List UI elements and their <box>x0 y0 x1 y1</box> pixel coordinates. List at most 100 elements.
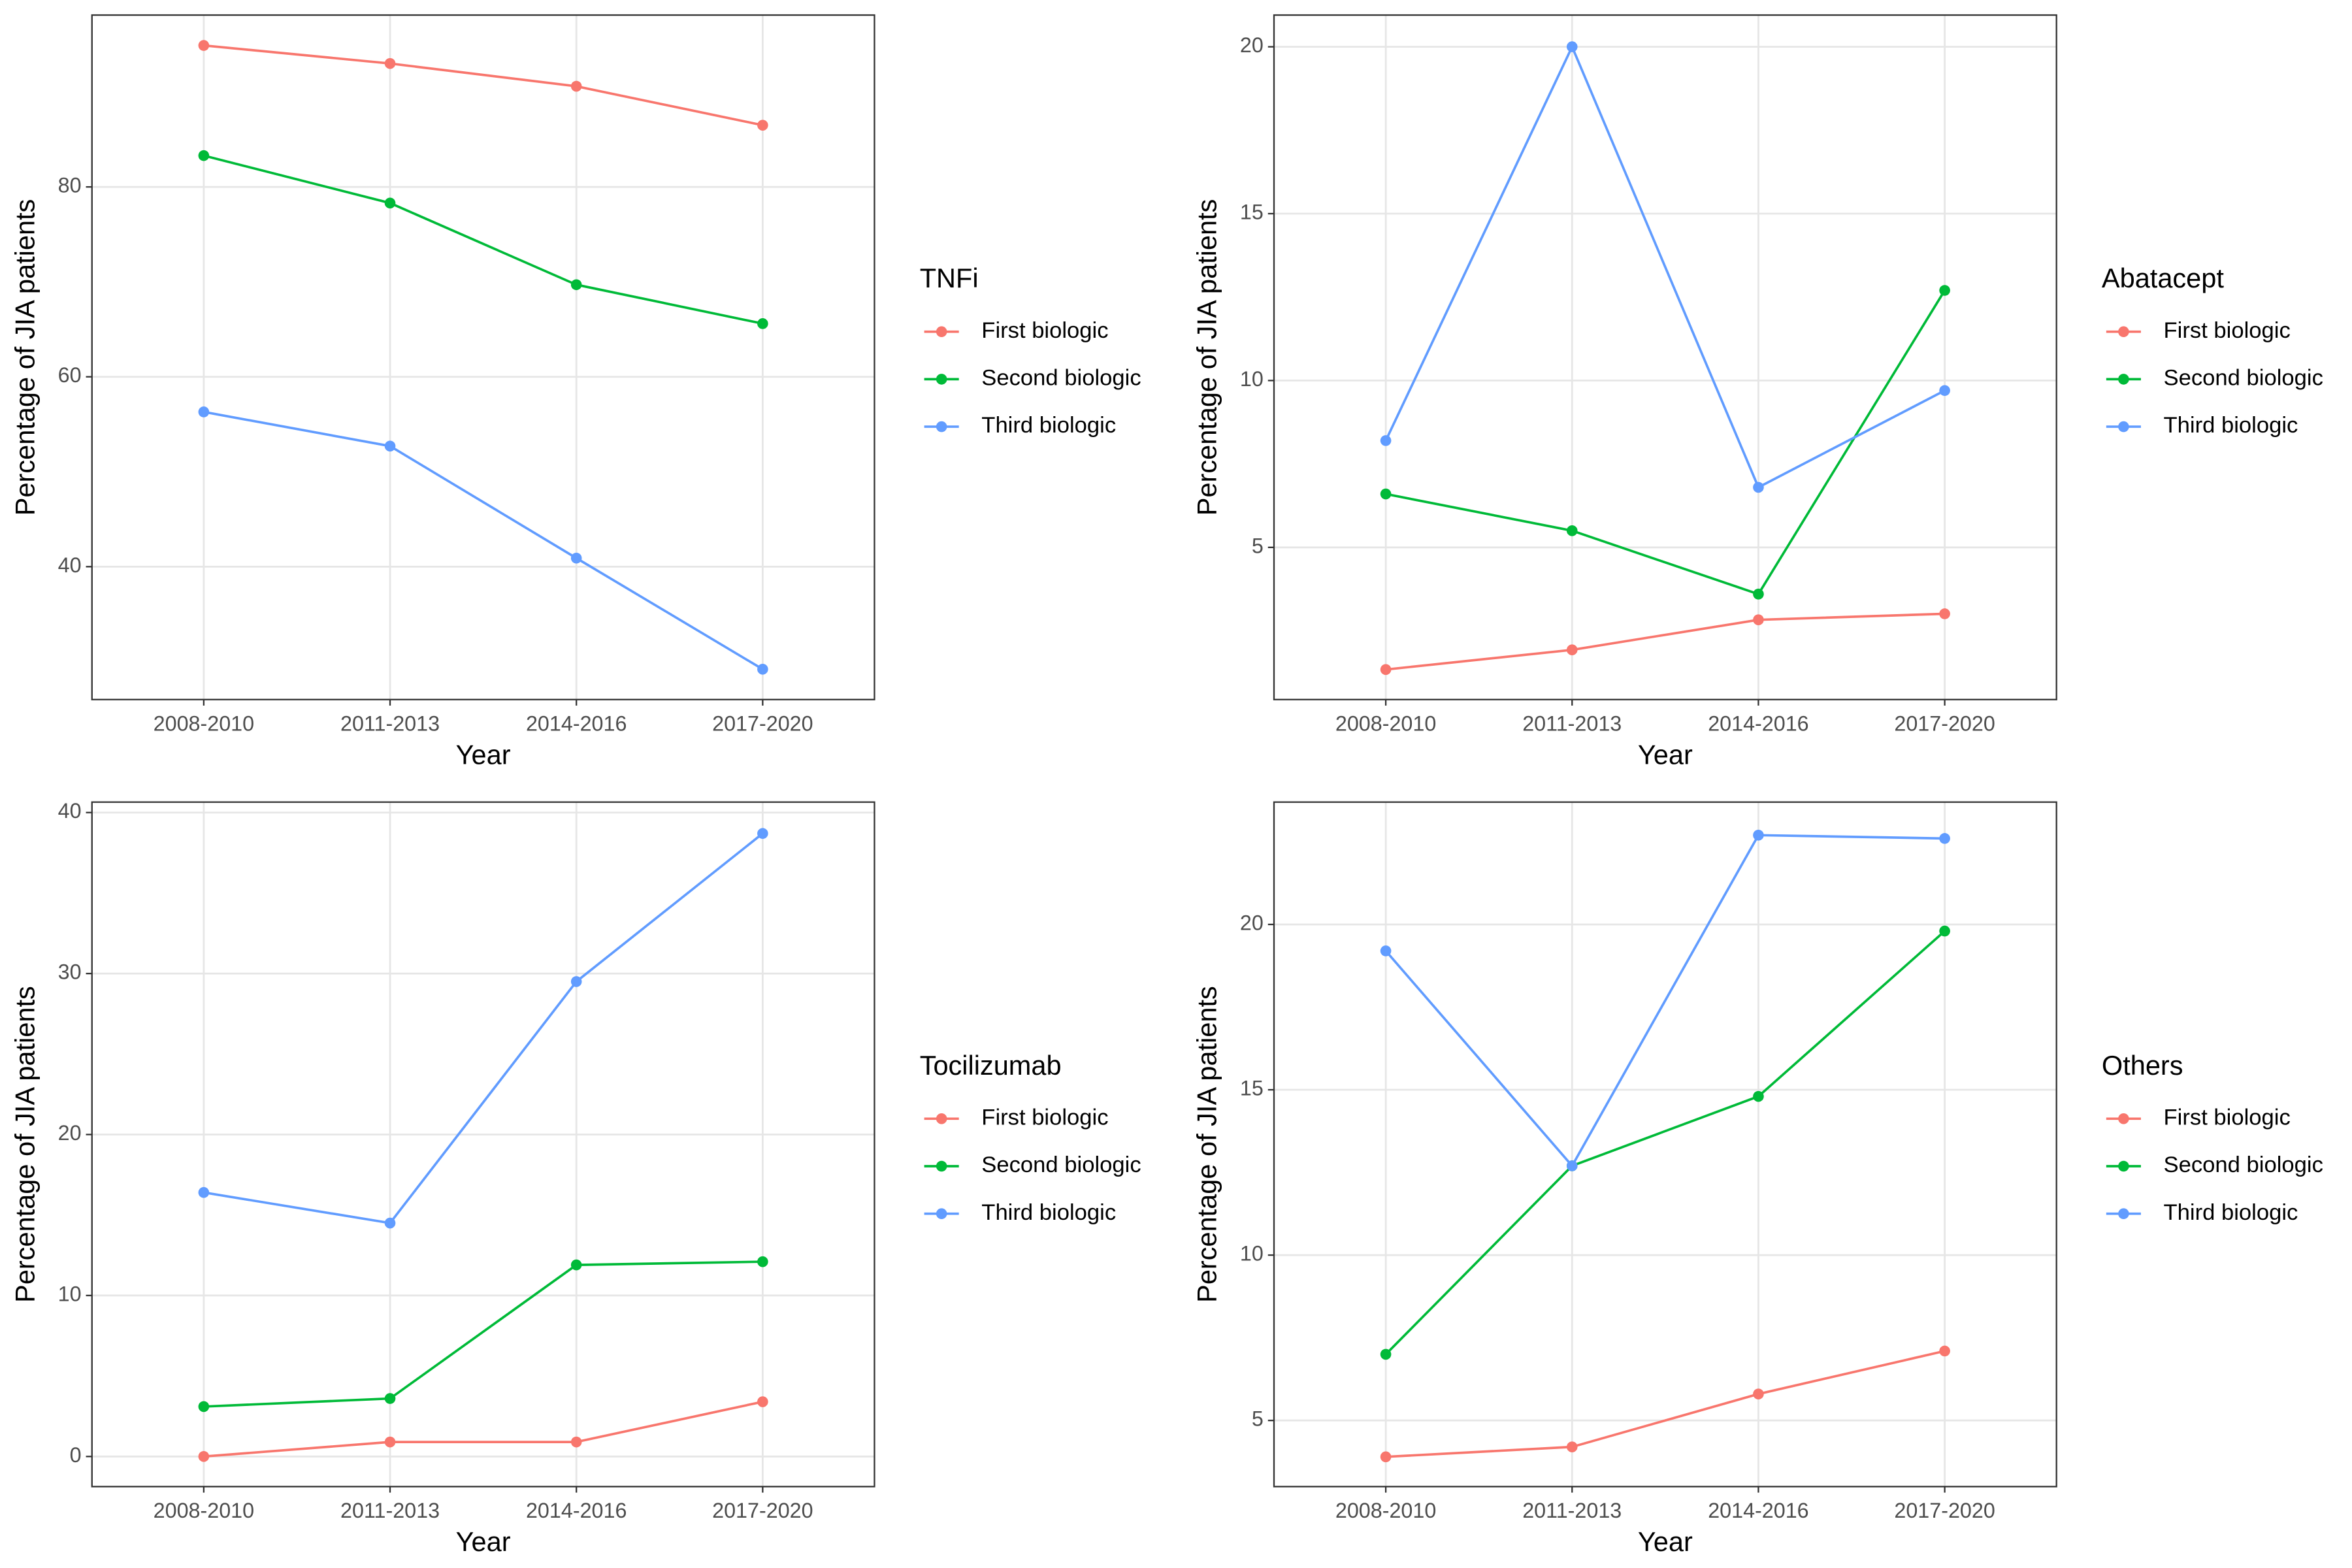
legend-title: Abatacept <box>2102 263 2224 293</box>
legend-label: First biologic <box>981 318 1108 343</box>
data-point <box>757 828 768 840</box>
data-point <box>1753 589 1764 600</box>
x-tick-label: 2017-2020 <box>1894 712 1995 736</box>
data-point <box>1753 482 1764 493</box>
series-line <box>203 1400 763 1458</box>
data-point <box>1566 644 1578 655</box>
series-line <box>1385 612 1945 671</box>
legend-label: Second biologic <box>2164 1152 2323 1177</box>
series-line <box>203 410 764 670</box>
data-point <box>384 1217 396 1229</box>
data-point <box>1939 925 1950 937</box>
x-tick-label: 2017-2020 <box>712 1499 813 1522</box>
x-tick-label: 2014-2016 <box>1708 712 1808 736</box>
data-point <box>1566 1160 1578 1171</box>
series-line <box>203 832 764 1225</box>
legend-key-point <box>936 1113 947 1124</box>
data-point <box>198 150 210 161</box>
legend-label: First biologic <box>2164 1105 2291 1130</box>
data-point <box>757 1396 768 1407</box>
x-axis-title: Year <box>1638 1526 1693 1557</box>
data-point <box>1939 1345 1950 1357</box>
y-tick-label: 5 <box>1252 1407 1264 1431</box>
legend-label: First biologic <box>2164 318 2291 343</box>
x-tick-label: 2011-2013 <box>340 1499 440 1522</box>
x-axis-title: Year <box>1638 739 1693 770</box>
data-point <box>570 1259 582 1271</box>
data-point <box>1380 1348 1392 1360</box>
panel-border <box>1273 801 2057 1488</box>
data-point <box>1753 1090 1764 1102</box>
x-tick-label: 2011-2013 <box>1522 1499 1622 1522</box>
y-tick-label: 80 <box>58 174 82 197</box>
y-tick-label: 10 <box>58 1282 82 1305</box>
series-line <box>1384 44 1946 489</box>
data-point <box>1380 1451 1392 1463</box>
data-point <box>1380 488 1392 500</box>
legend-key-point <box>2118 1113 2129 1124</box>
legend-label: Second biologic <box>981 366 1141 391</box>
data-point <box>1566 41 1578 52</box>
data-point <box>198 1451 210 1462</box>
x-tick-label: 2014-2016 <box>526 1499 627 1522</box>
y-tick-label: 20 <box>1240 33 1264 57</box>
x-tick-label: 2011-2013 <box>1522 712 1622 736</box>
legend-key-point <box>2118 1160 2129 1172</box>
data-point <box>1753 614 1764 625</box>
data-point <box>757 120 768 131</box>
legend-key-point <box>2118 421 2129 433</box>
y-axis-title: Percentage of JIA patients <box>10 199 41 516</box>
y-axis-title: Percentage of JIA patients <box>1192 986 1222 1303</box>
data-point <box>570 279 582 291</box>
y-tick-label: 20 <box>1240 911 1264 934</box>
data-point <box>198 40 210 51</box>
legend-label: Third biologic <box>981 413 1116 438</box>
data-point <box>1753 829 1764 841</box>
data-point <box>198 1186 210 1198</box>
panel-border <box>1273 14 2057 700</box>
data-point <box>1566 1441 1578 1452</box>
data-point <box>570 1436 582 1448</box>
data-point <box>1380 664 1392 676</box>
x-tick-label: 2017-2020 <box>712 712 813 736</box>
series-line <box>1385 289 1946 596</box>
panel-border <box>91 14 875 700</box>
data-point <box>570 552 582 564</box>
legend-label: Third biologic <box>981 1200 1116 1225</box>
x-tick-label: 2014-2016 <box>526 712 627 736</box>
data-point <box>384 57 396 69</box>
data-point <box>198 1401 210 1413</box>
y-axis-title: Percentage of JIA patients <box>10 986 41 1303</box>
series-line <box>203 154 763 325</box>
y-axis-title: Percentage of JIA patients <box>1192 199 1222 516</box>
data-point <box>757 663 768 675</box>
x-tick-label: 2011-2013 <box>340 712 440 736</box>
x-tick-label: 2008-2010 <box>154 1499 254 1522</box>
x-axis-title: Year <box>456 1526 511 1557</box>
data-point <box>757 1256 768 1267</box>
legend-label: Third biologic <box>2164 413 2298 438</box>
legend-label: Second biologic <box>981 1152 1141 1177</box>
y-tick-label: 10 <box>1240 367 1264 391</box>
series-line <box>1384 834 1945 1168</box>
data-point <box>384 197 396 209</box>
data-point <box>1753 1388 1764 1399</box>
y-tick-label: 0 <box>70 1443 82 1467</box>
data-point <box>570 976 582 987</box>
data-point <box>1566 525 1578 536</box>
legend-key-point <box>2118 374 2129 385</box>
legend-title: Others <box>2102 1050 2183 1081</box>
legend-key-point <box>936 1208 947 1220</box>
data-point <box>570 80 582 92</box>
data-point <box>384 1436 396 1448</box>
data-point <box>384 440 396 452</box>
data-point <box>198 406 210 417</box>
legend-title: Tocilizumab <box>920 1050 1062 1081</box>
data-point <box>1939 833 1950 844</box>
data-point <box>1939 385 1950 397</box>
x-tick-label: 2014-2016 <box>1708 1499 1808 1522</box>
panel-border <box>91 801 875 1488</box>
y-tick-label: 10 <box>1240 1242 1264 1266</box>
